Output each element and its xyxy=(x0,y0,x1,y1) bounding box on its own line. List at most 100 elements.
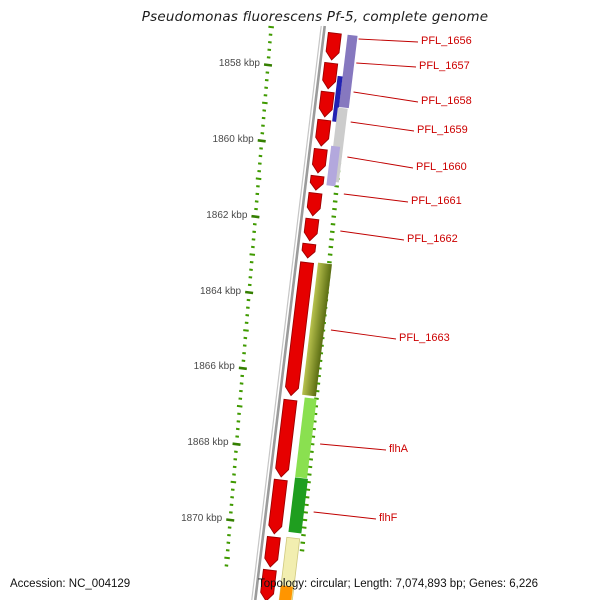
tick-mark xyxy=(268,33,273,36)
tick-mark xyxy=(307,465,313,469)
gene-arrow-PFL_1660[interactable] xyxy=(311,147,328,174)
tick-mark xyxy=(332,200,338,203)
tick-mark xyxy=(261,116,266,120)
tick-mark xyxy=(227,526,232,529)
gene-label[interactable]: PFL_1662 xyxy=(407,233,458,245)
tick-mark xyxy=(306,473,312,476)
status-bar: Accession: NC_004129 Topology: circular;… xyxy=(0,578,600,593)
tick-mark xyxy=(327,253,333,256)
category-bar[interactable] xyxy=(295,397,317,479)
tick-mark xyxy=(259,147,263,150)
tick-mark xyxy=(303,511,308,514)
category-bar[interactable] xyxy=(338,34,358,109)
tick-mark xyxy=(257,169,262,173)
gene-arrow-PFL_1663[interactable] xyxy=(285,261,315,397)
tick-mark xyxy=(249,253,256,256)
gene-arrow[interactable] xyxy=(301,242,317,259)
gene-arrow-flhA[interactable] xyxy=(275,398,298,478)
tick-mark xyxy=(330,222,336,226)
gene-label[interactable]: PFL_1661 xyxy=(411,195,462,207)
gene-arrow-PFL_1658[interactable] xyxy=(318,90,335,118)
gene-label[interactable]: PFL_1656 xyxy=(421,35,472,47)
gene-label[interactable]: flhA xyxy=(389,443,408,455)
gene-label[interactable]: PFL_1659 xyxy=(417,124,468,136)
tick-mark xyxy=(260,132,265,135)
tick-mark xyxy=(333,192,339,196)
gene-arrow-PFL_1656[interactable] xyxy=(325,31,342,61)
tick-mark xyxy=(236,420,241,423)
status-accession: Accession: NC_004129 xyxy=(10,578,131,590)
tick-mark xyxy=(331,215,337,218)
tick-mark xyxy=(233,458,238,461)
tick-mark xyxy=(308,458,314,461)
tick-mark xyxy=(243,336,248,340)
tick-mark xyxy=(267,48,272,52)
tick-mark xyxy=(238,366,247,371)
gene-arrow-flhF[interactable] xyxy=(268,478,288,535)
gene-arrow-PFL_1659[interactable] xyxy=(315,118,332,147)
tick-mark xyxy=(243,329,249,332)
tick-mark xyxy=(229,503,234,507)
category-bar[interactable] xyxy=(326,145,341,187)
tick-mark xyxy=(300,541,306,545)
tick-mark xyxy=(251,214,260,219)
tick-mark xyxy=(334,185,339,188)
label-leader-line xyxy=(353,91,419,103)
gene-arrow[interactable] xyxy=(309,174,325,191)
tick-mark xyxy=(248,276,253,279)
gene-label[interactable]: PFL_1658 xyxy=(421,95,472,107)
tick-mark xyxy=(249,260,254,264)
tick-mark xyxy=(232,465,237,469)
label-leader-line xyxy=(356,62,417,68)
tick-mark xyxy=(224,556,230,560)
tick-mark xyxy=(302,518,308,522)
category-bar[interactable] xyxy=(279,585,293,600)
tick-mark xyxy=(240,374,245,378)
tick-mark xyxy=(230,480,237,484)
left-tick-marks xyxy=(224,25,274,567)
category-bar[interactable] xyxy=(288,477,308,534)
tick-mark xyxy=(245,314,250,317)
gene-label[interactable]: PFL_1663 xyxy=(399,332,450,344)
gene-arrow-PFL_1661[interactable] xyxy=(306,191,323,217)
tick-mark xyxy=(229,511,233,514)
tick-mark xyxy=(230,488,235,491)
tick-mark xyxy=(226,518,235,522)
gene-arrow[interactable] xyxy=(260,568,277,600)
tick-mark xyxy=(329,230,335,234)
tick-mark xyxy=(246,306,250,309)
tick-mark xyxy=(247,283,252,287)
gene-arrow[interactable] xyxy=(264,535,281,568)
tick-mark xyxy=(252,223,257,226)
category-bar[interactable] xyxy=(302,262,332,397)
tick-mark xyxy=(237,412,241,416)
tick-mark xyxy=(256,185,260,188)
tick-mark xyxy=(301,526,307,529)
gene-arrow-PFL_1662[interactable] xyxy=(303,217,320,242)
gene-label[interactable]: flhF xyxy=(379,512,398,524)
tick-mark xyxy=(235,435,240,438)
gene-label[interactable]: PFL_1660 xyxy=(416,161,467,173)
tick-mark xyxy=(251,245,255,249)
tick-mark xyxy=(258,154,263,158)
tick-mark xyxy=(264,86,268,89)
tick-mark xyxy=(227,533,231,537)
tick-mark xyxy=(268,25,274,29)
label-leader-line xyxy=(313,511,377,520)
tick-mark xyxy=(262,109,267,112)
gene-label[interactable]: PFL_1657 xyxy=(419,60,470,72)
label-leader-line xyxy=(320,443,387,451)
category-bar[interactable] xyxy=(278,536,301,600)
tick-mark xyxy=(242,351,246,355)
label-leader-line xyxy=(350,121,415,132)
tick-mark xyxy=(327,260,332,264)
backbone-line xyxy=(253,25,327,600)
tick-mark xyxy=(261,124,265,127)
label-leader-line xyxy=(358,38,419,43)
category-bar[interactable] xyxy=(332,75,343,123)
gene-arrow-PFL_1657[interactable] xyxy=(322,61,339,90)
tick-mark xyxy=(238,397,243,400)
tick-mark xyxy=(232,442,241,446)
tick-mark xyxy=(226,541,231,544)
